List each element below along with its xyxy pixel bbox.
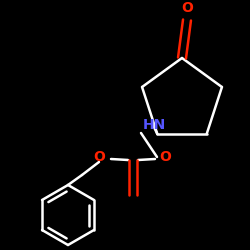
Text: O: O [93,150,105,164]
Text: O: O [159,150,171,164]
Text: HN: HN [143,118,166,132]
Text: O: O [181,1,193,15]
